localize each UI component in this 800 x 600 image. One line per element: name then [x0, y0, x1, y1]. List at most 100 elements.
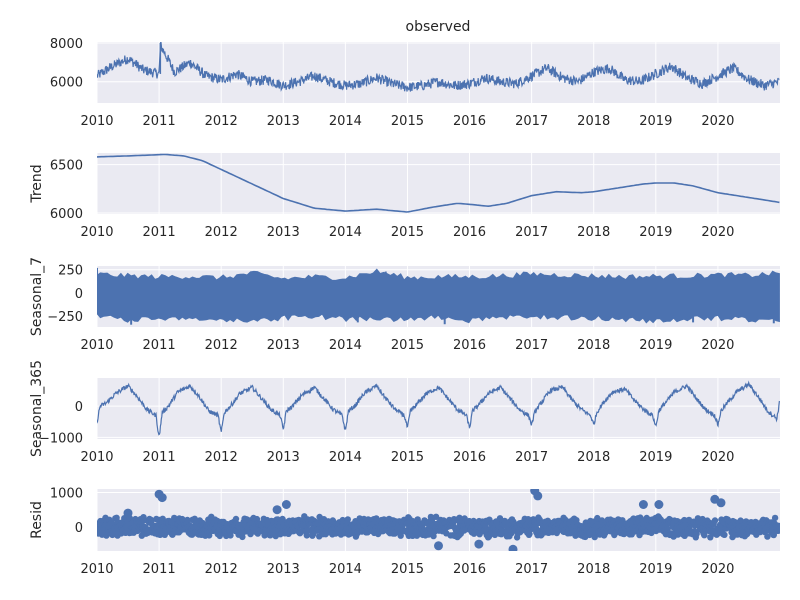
x-tick-label: 2020 [701, 338, 734, 353]
x-tick-label: 2011 [143, 450, 176, 465]
x-tick-label: 2015 [391, 225, 424, 240]
x-tick-label: 2015 [391, 450, 424, 465]
y-tick-label: 6000 [50, 76, 83, 91]
series-resid [97, 489, 780, 551]
resid-point [156, 531, 164, 538]
x-tick-label: 2020 [701, 450, 734, 465]
figure-title: observed [406, 19, 471, 35]
x-tick-label: 2010 [80, 338, 113, 353]
x-tick-label: 2012 [205, 562, 238, 577]
y-tick-label: 6000 [50, 207, 83, 222]
x-tick-label: 2016 [453, 562, 486, 577]
panel-trend: 6000 6500 2010 2011 2012 2013 2014 2015 2016 2017… [29, 153, 780, 240]
resid-point [344, 516, 351, 523]
resid-point [721, 531, 728, 538]
y-tick-label: 1000 [50, 486, 83, 501]
x-tick-label: 2017 [515, 562, 548, 577]
resid-point [184, 516, 191, 524]
resid-outlier [533, 491, 543, 501]
x-tick-label: 2012 [205, 338, 238, 353]
panel-seasonal_7: −250 0 250 2010 2011 2012 2013 2014 2015 2016 2017… [29, 257, 780, 353]
resid-outlier [272, 505, 282, 515]
x-tick-label: 2013 [267, 338, 300, 353]
x-tick-label: 2018 [577, 450, 610, 465]
series-line-seasonal_365 [97, 380, 780, 436]
x-tick-label: 2017 [515, 338, 548, 353]
resid-point [711, 517, 719, 524]
x-tick-label: 2017 [515, 225, 548, 240]
x-tick-label: 2019 [639, 450, 672, 465]
x-tick-label: 2015 [391, 114, 424, 129]
series-observed [97, 42, 780, 92]
x-tick-label: 2014 [329, 450, 362, 465]
x-tick-label: 2010 [80, 114, 113, 129]
y-tick-label: 0 [75, 400, 83, 415]
series-trend [97, 153, 780, 213]
resid-point [775, 527, 780, 534]
resid-outlier [508, 544, 518, 551]
resid-outlier [638, 500, 648, 509]
resid-point [701, 532, 708, 539]
x-tick-label: 2013 [267, 114, 300, 129]
panel-observed: 6000 8000 2010 2011 2012 2013 2014 2015 2016 2017… [50, 37, 780, 129]
x-tick-label: 2011 [143, 338, 176, 353]
panel-resid: 0 1000 2010 2011 2012 2013 2014 2015 2016 2017 201… [29, 486, 780, 577]
x-tick-label: 2018 [577, 114, 610, 129]
x-tick-label: 2015 [391, 338, 424, 353]
x-tick-label: 2020 [701, 562, 734, 577]
panels: 6000 8000 2010 2011 2012 2013 2014 2015 2016 2017… [29, 37, 780, 577]
resid-outlier [157, 493, 167, 503]
x-tick-label: 2013 [267, 562, 300, 577]
resid-point [303, 532, 310, 539]
resid-point [764, 533, 771, 540]
x-tick-label: 2014 [329, 338, 362, 353]
x-tick-label: 2010 [80, 450, 113, 465]
x-tick-label: 2012 [205, 114, 238, 129]
resid-point [770, 531, 777, 539]
x-tick-label: 2019 [639, 338, 672, 353]
resid-point [397, 532, 404, 539]
x-tick-label: 2012 [205, 225, 238, 240]
resid-point [432, 513, 440, 520]
resid-outlier [434, 541, 443, 551]
x-tick-label: 2011 [143, 114, 176, 129]
x-tick-label: 2016 [453, 225, 486, 240]
seasonal7-envelope [97, 268, 780, 324]
resid-outlier [123, 508, 133, 518]
y-axis-label-trend: Trend [29, 164, 45, 203]
y-tick-label: 0 [75, 521, 83, 536]
x-tick-label: 2018 [577, 562, 610, 577]
series-line-observed [97, 42, 780, 92]
resid-point [232, 515, 240, 523]
x-tick-label: 2018 [577, 338, 610, 353]
resid-point [227, 532, 234, 539]
resid-outlier [281, 500, 291, 509]
x-tick-label: 2019 [639, 562, 672, 577]
x-tick-label: 2013 [267, 450, 300, 465]
x-tick-label: 2013 [267, 225, 300, 240]
y-tick-label: −1000 [39, 431, 83, 446]
x-tick-label: 2014 [329, 562, 362, 577]
x-tick-label: 2012 [205, 450, 238, 465]
x-tick-label: 2016 [453, 450, 486, 465]
x-tick-label: 2017 [515, 450, 548, 465]
x-tick-label: 2018 [577, 225, 610, 240]
series-line-trend [97, 153, 780, 213]
x-tick-label: 2016 [453, 338, 486, 353]
y-tick-label: 6500 [50, 159, 83, 174]
x-tick-label: 2011 [143, 562, 176, 577]
x-tick-label: 2016 [453, 114, 486, 129]
plot-area-observed [97, 42, 780, 103]
resid-point [594, 514, 601, 522]
x-tick-label: 2011 [143, 225, 176, 240]
x-tick-label: 2010 [80, 225, 113, 240]
y-tick-label: −250 [47, 310, 83, 325]
x-tick-label: 2017 [515, 114, 548, 129]
resid-outlier [474, 539, 484, 549]
x-tick-label: 2019 [639, 114, 672, 129]
resid-point [526, 530, 533, 538]
y-tick-label: 0 [75, 287, 83, 302]
x-tick-label: 2015 [391, 562, 424, 577]
resid-point [771, 514, 779, 522]
